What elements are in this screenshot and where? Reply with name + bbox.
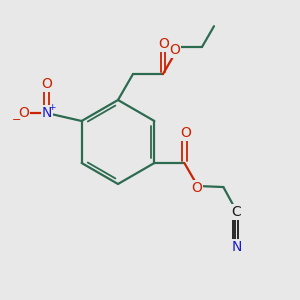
Text: N: N <box>231 240 242 254</box>
Text: +: + <box>48 103 56 112</box>
Text: C: C <box>232 205 241 219</box>
Text: O: O <box>18 106 29 120</box>
Text: O: O <box>169 43 180 57</box>
Text: O: O <box>191 181 202 195</box>
Text: N: N <box>41 106 52 120</box>
Text: O: O <box>180 126 191 140</box>
Text: O: O <box>159 37 170 51</box>
Text: −: − <box>12 115 21 125</box>
Text: O: O <box>41 77 52 91</box>
